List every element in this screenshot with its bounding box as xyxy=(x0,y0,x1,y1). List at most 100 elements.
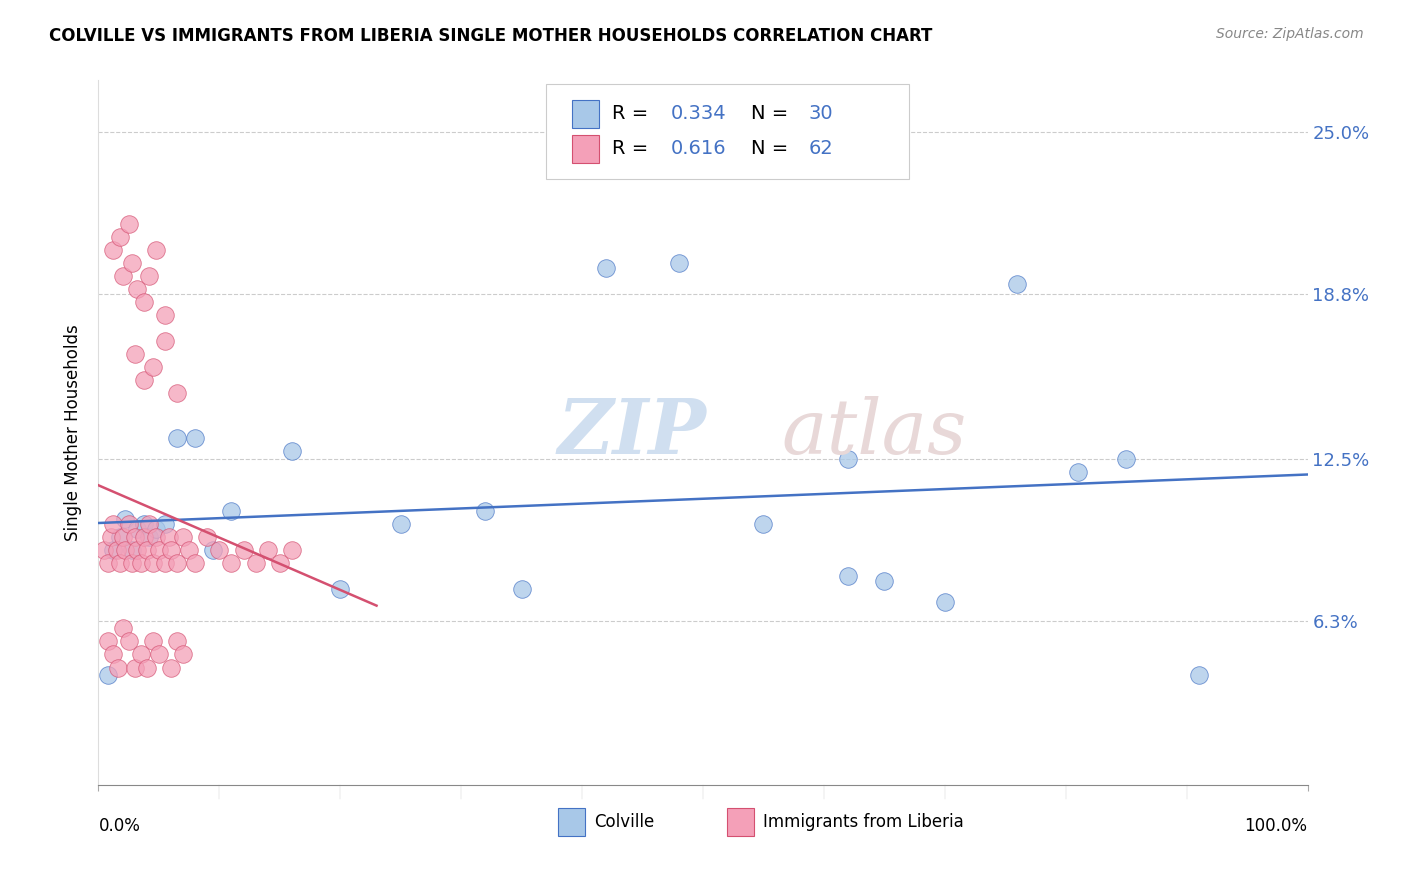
Point xyxy=(129,556,152,570)
Point xyxy=(114,512,136,526)
Point xyxy=(153,516,176,531)
Point xyxy=(153,556,176,570)
Point xyxy=(752,516,775,531)
Text: 0.616: 0.616 xyxy=(671,139,725,158)
Point xyxy=(101,516,124,531)
Point xyxy=(281,543,304,558)
Text: 100.0%: 100.0% xyxy=(1244,817,1308,835)
Point xyxy=(934,595,956,609)
Point xyxy=(97,634,120,648)
Point xyxy=(118,217,141,231)
Text: COLVILLE VS IMMIGRANTS FROM LIBERIA SINGLE MOTHER HOUSEHOLDS CORRELATION CHART: COLVILLE VS IMMIGRANTS FROM LIBERIA SING… xyxy=(49,27,932,45)
Text: 30: 30 xyxy=(808,103,832,123)
Point xyxy=(202,543,225,558)
Point xyxy=(172,648,194,662)
Point xyxy=(142,556,165,570)
Point xyxy=(148,648,170,662)
Point xyxy=(668,256,690,270)
Point xyxy=(179,543,201,558)
Point xyxy=(101,243,124,257)
Point xyxy=(101,543,124,558)
Point xyxy=(157,530,180,544)
Point xyxy=(221,556,243,570)
Point xyxy=(1115,451,1137,466)
Point xyxy=(145,522,167,536)
Point xyxy=(93,543,115,558)
Point xyxy=(135,660,157,674)
Point xyxy=(1188,668,1211,682)
Point xyxy=(135,543,157,558)
Point xyxy=(97,668,120,682)
Point xyxy=(127,282,149,296)
Text: R =: R = xyxy=(613,139,655,158)
Point xyxy=(160,543,183,558)
Text: N =: N = xyxy=(751,139,794,158)
Point xyxy=(124,660,146,674)
Point xyxy=(108,230,131,244)
Point xyxy=(153,308,176,322)
Point xyxy=(145,530,167,544)
Point xyxy=(138,268,160,283)
Point xyxy=(101,648,124,662)
Text: 62: 62 xyxy=(808,139,832,158)
Point xyxy=(329,582,352,597)
Text: ZIP: ZIP xyxy=(558,396,707,469)
Text: Immigrants from Liberia: Immigrants from Liberia xyxy=(763,813,965,830)
Point xyxy=(138,530,160,544)
Point xyxy=(100,530,122,544)
Point xyxy=(142,360,165,375)
Point xyxy=(118,634,141,648)
Point xyxy=(118,516,141,531)
Point xyxy=(595,261,617,276)
Point xyxy=(166,556,188,570)
Point xyxy=(232,543,254,558)
Point xyxy=(111,268,134,283)
Text: 0.0%: 0.0% xyxy=(98,817,141,835)
Point xyxy=(134,295,156,310)
Point xyxy=(121,556,143,570)
Point xyxy=(245,556,267,570)
Point xyxy=(145,243,167,257)
Point xyxy=(111,621,134,635)
Text: Source: ZipAtlas.com: Source: ZipAtlas.com xyxy=(1216,27,1364,41)
Point xyxy=(837,451,859,466)
Point xyxy=(166,431,188,445)
Point xyxy=(1007,277,1029,291)
Point xyxy=(127,522,149,536)
Point xyxy=(256,543,278,558)
Point xyxy=(107,660,129,674)
Point xyxy=(184,431,207,445)
Point xyxy=(108,530,131,544)
Point xyxy=(160,660,183,674)
Y-axis label: Single Mother Households: Single Mother Households xyxy=(65,325,83,541)
Point xyxy=(195,530,218,544)
Point xyxy=(184,556,207,570)
FancyBboxPatch shape xyxy=(572,100,599,128)
Point xyxy=(510,582,533,597)
Point xyxy=(221,504,243,518)
Point xyxy=(114,543,136,558)
Point xyxy=(837,569,859,583)
Point xyxy=(166,634,188,648)
Point xyxy=(138,516,160,531)
Point xyxy=(127,543,149,558)
Point xyxy=(474,504,496,518)
Point xyxy=(111,530,134,544)
Text: N =: N = xyxy=(751,103,794,123)
Point xyxy=(142,634,165,648)
FancyBboxPatch shape xyxy=(558,807,585,836)
Point xyxy=(97,556,120,570)
Point xyxy=(134,516,156,531)
Point xyxy=(166,386,188,401)
Point xyxy=(108,556,131,570)
Point xyxy=(105,543,128,558)
Point xyxy=(281,443,304,458)
Point xyxy=(134,530,156,544)
Point xyxy=(1067,465,1090,479)
Point xyxy=(129,648,152,662)
FancyBboxPatch shape xyxy=(727,807,754,836)
Text: atlas: atlas xyxy=(782,396,967,469)
Point xyxy=(172,530,194,544)
Point xyxy=(121,256,143,270)
Point xyxy=(124,530,146,544)
